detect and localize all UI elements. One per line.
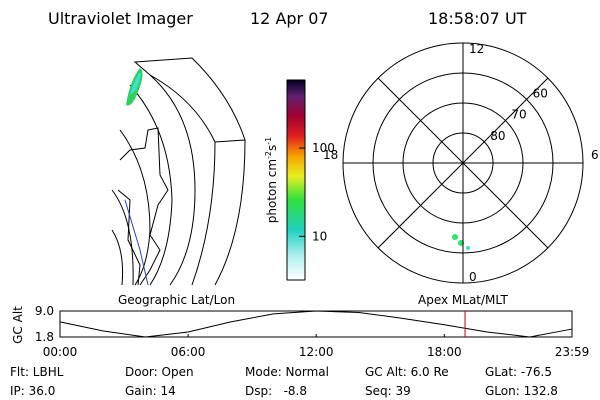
colorbar-ticks: 10 100 [299, 141, 335, 243]
status-block: Flt: LBHL Door: Open Mode: Normal GC Alt: 6… [10, 365, 558, 398]
time: 18:58:07 UT [428, 9, 527, 28]
status-field: Mode: Normal [245, 365, 329, 379]
hour-label: 18 [323, 148, 338, 162]
status-field: Dsp: -8.8 [245, 384, 307, 398]
x-tick-label: 00:00 [43, 345, 78, 359]
title: Ultraviolet Imager [48, 9, 193, 28]
colorbar-tick-label: 10 [312, 229, 327, 243]
label-part: s [265, 145, 279, 151]
hour-label: 0 [469, 270, 477, 284]
date: 12 Apr 07 [250, 9, 329, 28]
altitude-plot: Geographic Lat/Lon Apex MLat/MLT GC Alt … [11, 293, 589, 359]
lat-label: 70 [511, 108, 526, 122]
x-tick-label: 18:00 [427, 345, 462, 359]
hour-label: 6 [591, 148, 599, 162]
status-field: Door: Open [125, 365, 194, 379]
lat-label: 60 [533, 86, 548, 100]
label-sup: -1 [264, 137, 273, 145]
colorbar [286, 79, 306, 281]
x-tick-label: 23:59 [555, 345, 590, 359]
status-field: Seq: 39 [365, 384, 411, 398]
status-field: GLat: -76.5 [485, 365, 552, 379]
lat-label: 80 [490, 129, 505, 143]
status-field: GC Alt: 6.0 Re [365, 365, 449, 379]
status-field: Gain: 14 [125, 384, 176, 398]
hour-label: 12 [469, 42, 484, 56]
right-title: Apex MLat/MLT [418, 293, 508, 307]
status-field: Flt: LBHL [10, 365, 64, 379]
geo-map [111, 57, 246, 286]
label-sup: -2 [264, 151, 273, 159]
y-label: GC Alt [11, 306, 25, 344]
status-field: GLon: 132.8 [485, 384, 558, 398]
y-tick-label: 9.0 [35, 304, 54, 318]
altitude-line [59, 310, 573, 338]
colorbar-tick-label: 100 [312, 141, 335, 155]
label-part: photon cm [265, 159, 279, 223]
colorbar-label: photon cm-2s-1 [264, 137, 279, 224]
y-tick-label: 1.8 [35, 330, 54, 344]
status-field: IP: 36.0 [10, 384, 55, 398]
left-title: Geographic Lat/Lon [118, 293, 235, 307]
x-tick-label: 06:00 [171, 345, 206, 359]
x-tick-label: 12:00 [299, 345, 334, 359]
meridian [377, 77, 549, 249]
